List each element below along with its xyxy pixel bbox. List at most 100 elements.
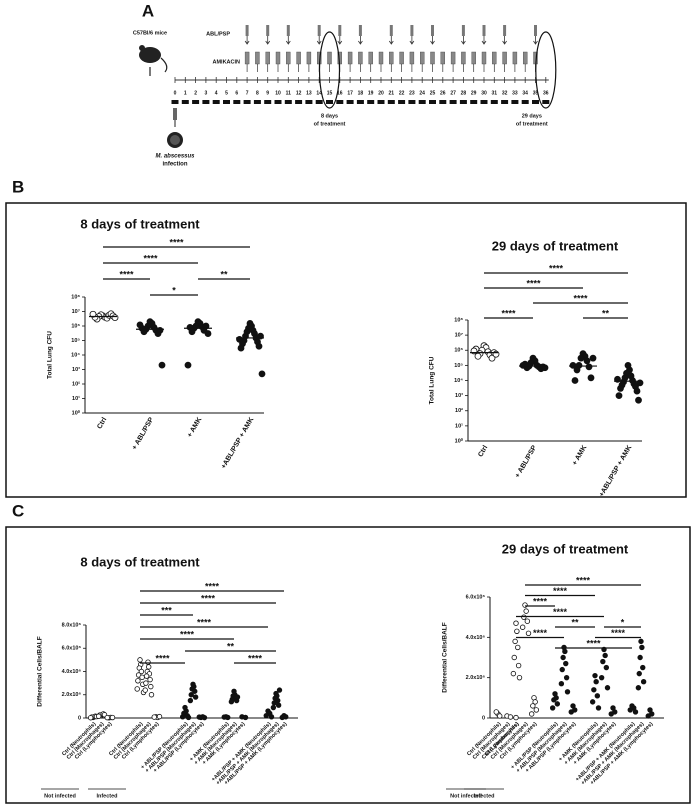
day-label: 13 bbox=[306, 90, 312, 96]
data-point bbox=[202, 322, 210, 330]
abl-needle bbox=[461, 36, 466, 45]
data-point bbox=[592, 672, 598, 679]
day-dash bbox=[367, 100, 375, 104]
syringe-icon bbox=[173, 108, 177, 120]
day-label: 35 bbox=[533, 90, 539, 96]
day-dash bbox=[398, 100, 406, 104]
significance-label: **** bbox=[549, 263, 564, 273]
x-tick-label: + AMK bbox=[186, 416, 203, 438]
abl-needle bbox=[430, 36, 435, 45]
data-point bbox=[497, 713, 503, 719]
data-point bbox=[89, 310, 97, 318]
data-point bbox=[204, 330, 212, 337]
amk-syringe bbox=[440, 51, 445, 65]
significance-label: * bbox=[621, 617, 625, 627]
amk-syringe bbox=[265, 51, 270, 65]
data-point bbox=[635, 685, 642, 691]
data-point bbox=[551, 697, 557, 703]
data-point bbox=[263, 712, 269, 719]
day-dash bbox=[377, 100, 385, 104]
day-label: 28 bbox=[461, 90, 467, 96]
data-point bbox=[532, 699, 538, 705]
day-dash bbox=[336, 100, 344, 104]
data-point bbox=[156, 326, 164, 334]
day-label: 24 bbox=[419, 90, 425, 96]
day-label: 27 bbox=[450, 90, 456, 96]
data-point bbox=[636, 670, 642, 677]
significance-label: **** bbox=[573, 293, 588, 303]
data-point bbox=[524, 618, 531, 624]
amk-syringe bbox=[492, 51, 497, 65]
y-axis-label: Differential Cells/BALF bbox=[37, 636, 44, 706]
data-point bbox=[568, 709, 574, 715]
significance-label: **** bbox=[553, 586, 568, 596]
amk-syringe bbox=[420, 51, 425, 65]
panel-box bbox=[5, 202, 687, 498]
significance-label: **** bbox=[180, 629, 195, 639]
group-label: Infected bbox=[96, 793, 117, 799]
x-tick-label: +ABL/PSP + AMK bbox=[220, 416, 255, 470]
data-point bbox=[515, 662, 522, 669]
day-label: 32 bbox=[502, 90, 508, 96]
data-point bbox=[135, 678, 141, 684]
data-point bbox=[143, 680, 149, 686]
y-tick-label: 10⁸ bbox=[71, 294, 80, 300]
significance-label: * bbox=[172, 285, 176, 295]
data-point bbox=[530, 703, 536, 709]
data-point bbox=[645, 713, 651, 719]
data-point bbox=[639, 644, 645, 651]
day-label: 15 bbox=[327, 90, 333, 96]
data-point bbox=[156, 713, 163, 720]
day-label: 11 bbox=[286, 90, 292, 96]
data-point bbox=[604, 685, 611, 691]
significance-label: ** bbox=[227, 641, 235, 651]
data-point bbox=[560, 654, 566, 661]
significance-label: **** bbox=[201, 593, 216, 603]
amk-syringe bbox=[389, 51, 394, 65]
y-tick-label: 2.0x10⁶ bbox=[466, 675, 486, 681]
data-point bbox=[512, 638, 518, 645]
day-label: 0 bbox=[174, 90, 177, 96]
abl-needle bbox=[388, 36, 394, 45]
amk-syringe bbox=[502, 51, 507, 65]
significance-label: ** bbox=[602, 308, 610, 318]
data-point bbox=[185, 714, 192, 721]
data-point bbox=[192, 688, 198, 694]
abl-syringe bbox=[461, 25, 465, 36]
significance-label: **** bbox=[526, 278, 541, 288]
day-dash bbox=[439, 100, 447, 104]
day-dash bbox=[480, 100, 488, 104]
day-dash bbox=[243, 100, 251, 104]
panel-label: C bbox=[12, 501, 24, 520]
amk-syringe bbox=[368, 51, 373, 65]
data-point bbox=[633, 387, 641, 395]
significance-label: **** bbox=[576, 575, 591, 585]
x-tick-label: Ctrl (Macrophages) bbox=[66, 721, 106, 761]
y-tick-label: 10⁴ bbox=[454, 378, 463, 384]
data-point bbox=[519, 361, 527, 369]
day-dash bbox=[223, 100, 230, 104]
data-point bbox=[602, 652, 608, 659]
day-label: 19 bbox=[368, 90, 374, 96]
y-tick-label: 10² bbox=[72, 380, 80, 387]
abl-syringe bbox=[338, 25, 342, 36]
abl-syringe bbox=[431, 25, 434, 36]
day-dash bbox=[202, 100, 210, 104]
amk-label: AMIKACIN bbox=[213, 59, 241, 65]
data-point bbox=[95, 713, 102, 719]
data-point bbox=[573, 366, 581, 374]
data-point bbox=[134, 686, 140, 692]
data-point bbox=[201, 714, 208, 721]
data-point bbox=[603, 664, 610, 671]
day-dash bbox=[305, 100, 313, 104]
data-point bbox=[275, 702, 282, 708]
abl-syringe bbox=[358, 25, 362, 36]
data-point bbox=[615, 392, 623, 400]
data-point bbox=[255, 342, 263, 350]
significance-label: **** bbox=[501, 308, 516, 318]
group-label: Not infected bbox=[450, 793, 482, 799]
amk-syringe bbox=[327, 51, 332, 65]
abl-label: ABL/PSP bbox=[206, 31, 230, 37]
significance-label: **** bbox=[553, 607, 568, 617]
day-label: 29 bbox=[471, 90, 477, 96]
